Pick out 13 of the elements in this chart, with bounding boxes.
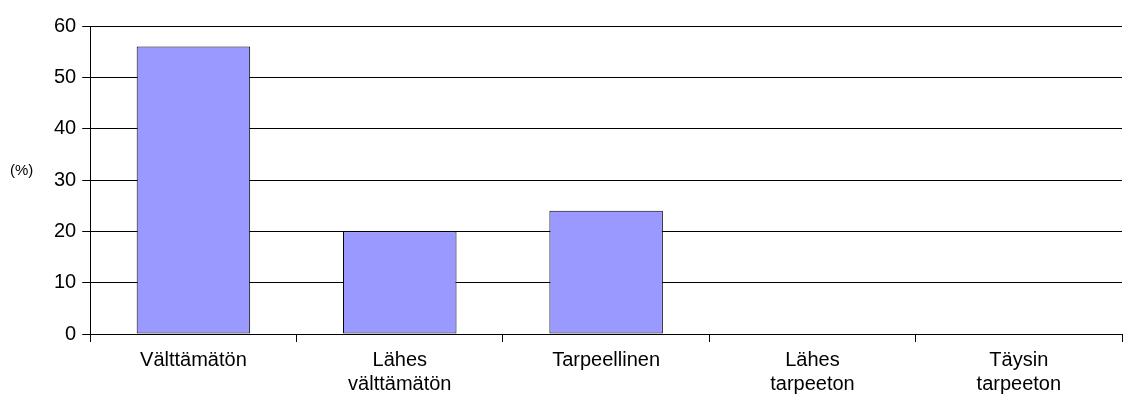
- x-tick-label: Lähes tarpeeton: [770, 347, 855, 394]
- y-tick-label: 60: [54, 13, 77, 36]
- y-axis-title: (%): [10, 161, 34, 178]
- x-tick-label: Täysin tarpeeton: [976, 347, 1062, 394]
- y-tick-label: 30: [54, 167, 77, 190]
- y-tick-label: 10: [54, 270, 77, 293]
- y-tick-label: 0: [65, 321, 77, 344]
- y-tick-label: 40: [54, 116, 77, 139]
- x-tick-label: Välttämätön: [140, 347, 247, 370]
- y-tick-label: 50: [54, 64, 77, 87]
- x-tick-label: Lähes välttämätön: [348, 347, 452, 394]
- y-tick-label: 20: [54, 218, 77, 241]
- x-tick-label: Tarpeellinen: [552, 347, 661, 370]
